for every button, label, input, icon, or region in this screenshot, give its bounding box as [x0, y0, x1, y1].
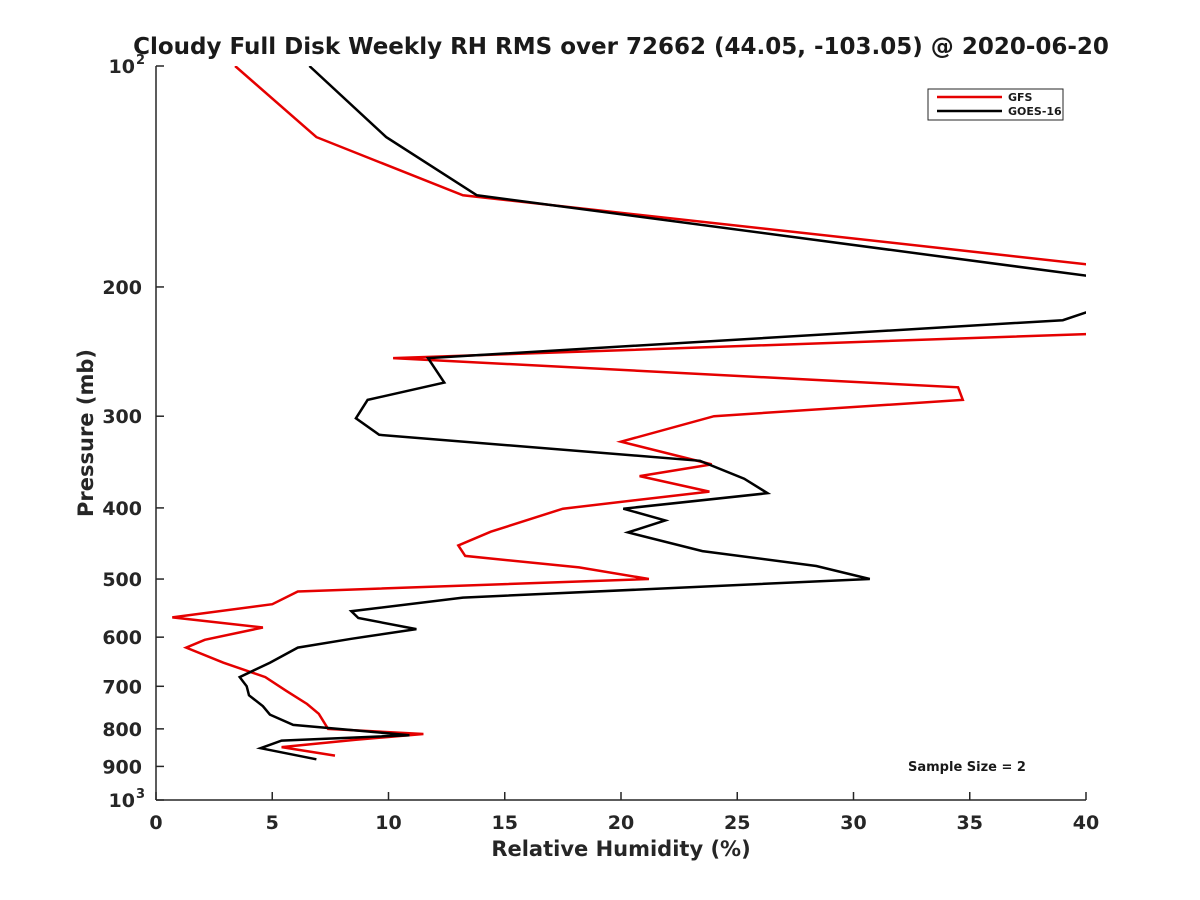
x-axis-label: Relative Humidity (%)	[491, 837, 750, 861]
y-tick-label: 700	[102, 676, 142, 698]
legend-label: GOES-16	[1008, 105, 1062, 118]
sample-size-annotation: Sample Size = 2	[908, 760, 1026, 775]
x-tick-label: 40	[1073, 812, 1099, 834]
y-tick-label: 400	[102, 498, 142, 520]
y-axis-label: Pressure (mb)	[74, 349, 98, 517]
series-line-goes-16	[237, 66, 1086, 761]
y-tick-label: 10	[109, 56, 135, 78]
y-tick-label: 300	[102, 406, 142, 428]
y-tick-label: 200	[102, 277, 142, 299]
legend-label: GFS	[1008, 91, 1033, 104]
x-tick-label: 25	[724, 812, 750, 834]
y-tick-exponent: 3	[136, 787, 145, 802]
plot-area	[156, 66, 1086, 800]
chart-title: Cloudy Full Disk Weekly RH RMS over 7266…	[133, 34, 1109, 60]
x-tick-label: 5	[266, 812, 279, 834]
x-tick-label: 0	[149, 812, 162, 834]
x-tick-label: 30	[840, 812, 866, 834]
series-line-gfs	[172, 66, 1086, 757]
y-tick-label: 10	[109, 790, 135, 812]
x-tick-label: 20	[608, 812, 634, 834]
y-tick-label: 900	[102, 756, 142, 778]
x-tick-label: 35	[957, 812, 983, 834]
y-tick-label: 800	[102, 719, 142, 741]
axes-layer: 0 5 10 15 20 25 30 35 40 10 220030040050060070080…	[102, 53, 1099, 834]
y-tick-label: 500	[102, 569, 142, 591]
series-layer	[172, 66, 1086, 761]
y-tick-exponent: 2	[136, 53, 145, 68]
x-tick-label: 10	[375, 812, 401, 834]
legend-box	[927, 88, 1064, 121]
axes-frame	[156, 66, 1086, 800]
x-tick-label: 15	[492, 812, 518, 834]
y-tick-label: 600	[102, 627, 142, 649]
x-ticks: 0 5 10 15 20 25 30 35 40	[149, 792, 1099, 834]
